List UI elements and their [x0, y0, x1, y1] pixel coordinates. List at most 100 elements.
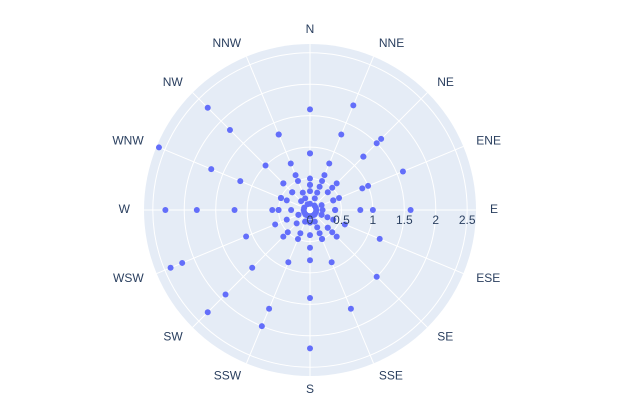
angular-tick-label: WNW — [112, 133, 144, 147]
point — [359, 185, 366, 192]
point — [284, 229, 291, 236]
point — [222, 291, 229, 298]
point — [280, 233, 287, 240]
point — [193, 207, 200, 213]
point — [324, 189, 331, 196]
angular-tick-label: ESE — [476, 271, 500, 285]
point — [329, 229, 336, 236]
point — [314, 224, 321, 231]
point — [378, 135, 385, 142]
point — [330, 216, 337, 223]
point — [324, 214, 331, 221]
point — [399, 168, 406, 175]
radial-tick-label: 2 — [432, 213, 439, 227]
point — [162, 207, 169, 213]
angular-tick-label: N — [306, 22, 315, 36]
angular-tick-label: NW — [163, 75, 184, 89]
point — [307, 175, 313, 182]
point — [179, 259, 186, 266]
point — [365, 182, 372, 189]
point — [326, 160, 333, 167]
point — [360, 153, 367, 160]
radial-tick-label: 1 — [370, 213, 377, 227]
point — [208, 166, 215, 173]
point — [269, 207, 276, 213]
point — [336, 194, 343, 201]
point — [316, 183, 323, 190]
point — [297, 230, 304, 237]
point — [319, 207, 326, 213]
angular-tick-label: SE — [437, 329, 453, 343]
point — [307, 232, 313, 239]
point — [357, 207, 364, 213]
point — [302, 211, 309, 218]
point — [292, 172, 299, 179]
point — [226, 126, 233, 133]
angular-tick-label: SW — [163, 329, 183, 343]
point — [283, 197, 290, 204]
point — [333, 233, 340, 240]
point — [324, 224, 331, 231]
point — [289, 189, 296, 196]
point — [369, 207, 376, 213]
point — [329, 184, 336, 191]
radial-tick-label: 0.5 — [333, 213, 350, 227]
angular-tick-label: ENE — [476, 133, 501, 147]
point — [155, 144, 162, 151]
point — [302, 218, 309, 225]
point — [204, 309, 211, 316]
point — [258, 323, 265, 330]
point — [275, 131, 282, 138]
angular-tick-label: SSE — [379, 368, 403, 382]
angular-tick-label: W — [119, 202, 131, 216]
point — [307, 181, 313, 188]
point — [307, 244, 313, 251]
point — [275, 207, 282, 213]
point — [316, 230, 323, 237]
angular-tick-label: NNE — [379, 36, 404, 50]
point — [328, 259, 335, 266]
point — [307, 295, 313, 302]
radial-tick-label: 0 — [307, 213, 314, 227]
angular-tick-label: E — [490, 202, 498, 216]
point — [319, 236, 326, 243]
point — [307, 106, 313, 113]
point — [295, 211, 302, 218]
radial-tick-label: 2.5 — [459, 213, 476, 227]
point — [376, 235, 383, 242]
point — [307, 257, 313, 264]
point — [280, 180, 287, 187]
point — [341, 221, 348, 228]
point — [167, 264, 174, 271]
angular-tick-label: NNW — [212, 36, 241, 50]
point — [307, 345, 313, 352]
point — [243, 233, 250, 240]
angular-tick-label: WSW — [113, 271, 144, 285]
point — [318, 202, 325, 209]
point — [204, 104, 211, 111]
point — [272, 221, 279, 228]
point — [311, 218, 318, 225]
point — [307, 219, 313, 226]
point — [333, 180, 340, 187]
radial-tick-label: 1.5 — [396, 213, 413, 227]
point — [318, 211, 325, 218]
point — [293, 220, 300, 227]
point — [283, 216, 290, 223]
point — [299, 189, 306, 196]
angular-tick-label: NE — [437, 75, 454, 89]
point — [262, 162, 269, 169]
point — [338, 131, 345, 138]
point — [373, 273, 380, 280]
point — [302, 195, 309, 202]
point — [311, 195, 318, 202]
point — [407, 207, 414, 213]
point — [373, 140, 380, 147]
point — [307, 150, 313, 157]
point — [294, 236, 301, 243]
point — [231, 207, 238, 213]
point — [277, 194, 284, 201]
point — [249, 264, 256, 271]
point — [347, 305, 354, 312]
point — [319, 177, 326, 184]
